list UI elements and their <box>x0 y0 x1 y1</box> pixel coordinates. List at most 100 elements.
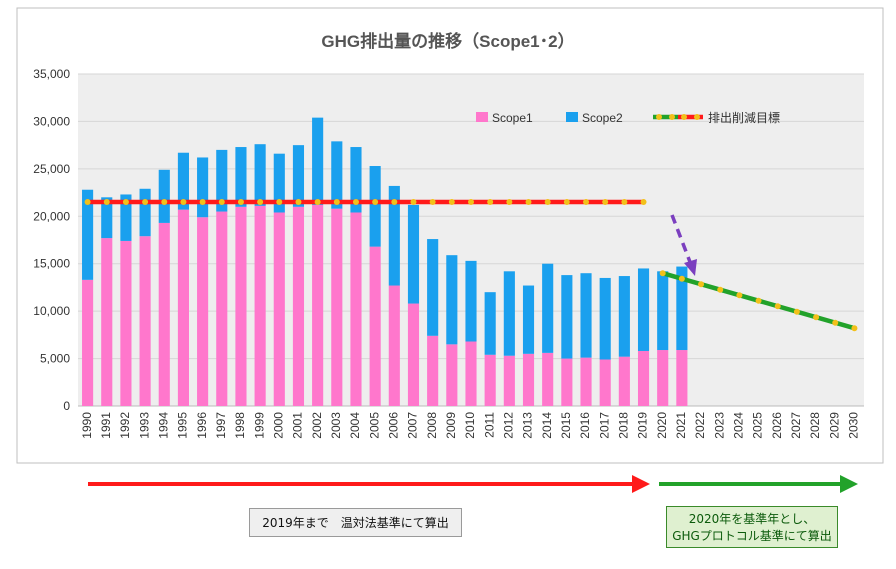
legend-label-scope1: Scope1 <box>492 111 533 125</box>
bar-scope2 <box>388 185 400 286</box>
bar-scope2 <box>273 153 285 213</box>
bar-scope2 <box>331 141 343 209</box>
bars <box>82 117 688 406</box>
bar-scope2 <box>235 147 247 207</box>
target-marker <box>103 199 110 206</box>
x-tick-label: 2022 <box>693 412 707 439</box>
x-tick-label: 2026 <box>770 412 784 439</box>
target-marker <box>84 199 91 206</box>
legend-marker <box>669 114 675 120</box>
note-after-2020: 2020年を基準年とし、 GHGプロトコル基準にて算出 <box>666 506 838 548</box>
x-tick-label: 2028 <box>808 412 822 439</box>
target-marker <box>276 199 283 206</box>
target-marker <box>352 199 359 206</box>
x-tick-label: 2020 <box>655 412 669 439</box>
target-marker <box>525 199 532 206</box>
bar-scope1 <box>312 204 324 406</box>
target-marker <box>122 199 129 206</box>
bar-scope2 <box>350 147 362 213</box>
target-marker <box>544 199 551 206</box>
y-axis-ticks: 0 5,000 10,000 15,000 20,000 25,000 30,000 35,0… <box>33 67 70 413</box>
x-tick-label: 2010 <box>463 412 477 439</box>
bar-scope1 <box>503 355 515 406</box>
x-tick-label: 1995 <box>176 412 190 439</box>
bar-scope1 <box>235 206 247 406</box>
legend-marker <box>681 114 687 120</box>
x-tick-label: 2007 <box>406 412 420 439</box>
x-tick-label: 2005 <box>367 412 381 439</box>
legend-swatch-scope1 <box>476 112 488 122</box>
bar-scope1 <box>465 341 477 406</box>
bar-scope2 <box>369 166 381 247</box>
x-tick-label: 1999 <box>252 412 266 439</box>
y-tick-label: 25,000 <box>33 162 70 176</box>
bar-scope1 <box>446 344 458 406</box>
chart-title: GHG排出量の推移（Scope1･2） <box>321 31 574 51</box>
bar-scope2 <box>407 204 420 304</box>
x-tick-label: 2030 <box>847 412 861 439</box>
bar-scope2 <box>312 117 324 205</box>
target-marker <box>755 297 762 304</box>
y-tick-label: 20,000 <box>33 209 70 223</box>
target-marker <box>372 199 379 206</box>
target-marker <box>429 199 436 206</box>
target-marker <box>333 199 340 206</box>
target-marker <box>314 199 321 206</box>
y-tick-label: 5,000 <box>40 352 70 366</box>
target-marker <box>563 199 570 206</box>
x-tick-label: 2025 <box>751 412 765 439</box>
target-lines <box>84 199 858 332</box>
bar-scope2 <box>139 188 151 237</box>
x-tick-label: 2009 <box>444 412 458 439</box>
bar-scope2 <box>522 285 535 354</box>
x-tick-label: 1997 <box>214 412 228 439</box>
bar-scope1 <box>580 357 592 406</box>
bar-scope2 <box>101 197 113 239</box>
x-tick-label: 2029 <box>827 412 841 439</box>
bar-scope1 <box>369 246 381 406</box>
target-marker <box>640 199 647 206</box>
bar-scope2 <box>561 275 573 359</box>
target-marker <box>832 319 839 326</box>
x-tick-label: 2016 <box>578 412 592 439</box>
bar-scope2 <box>292 145 305 207</box>
x-tick-label: 1994 <box>156 412 170 439</box>
target-marker <box>237 199 244 206</box>
bar-scope2 <box>657 271 669 351</box>
x-tick-label: 2024 <box>732 412 746 439</box>
target-marker <box>295 199 302 206</box>
bar-scope2 <box>580 273 592 358</box>
legend-swatch-scope2 <box>566 112 578 122</box>
target-marker <box>199 199 206 206</box>
transition-arrow <box>670 214 697 276</box>
bar-scope1 <box>158 222 170 406</box>
target-marker <box>583 199 590 206</box>
bar-scope1 <box>101 238 113 406</box>
bar-scope2 <box>446 255 458 345</box>
bar-scope1 <box>388 285 400 406</box>
bar-scope2 <box>465 260 477 342</box>
x-tick-label: 2014 <box>540 412 554 439</box>
target-marker <box>698 281 705 288</box>
bar-scope2 <box>503 271 515 356</box>
y-tick-label: 30,000 <box>33 114 70 128</box>
bar-scope1 <box>427 335 439 406</box>
target-marker <box>813 314 820 321</box>
bar-scope1 <box>177 209 189 406</box>
x-tick-label: 2002 <box>310 412 324 439</box>
bar-scope2 <box>599 277 611 360</box>
target-marker <box>218 199 225 206</box>
bar-scope2 <box>177 152 189 210</box>
bar-scope1 <box>522 353 535 406</box>
bar-scope2 <box>427 239 439 336</box>
note-after-line2: GHGプロトコル基準にて算出 <box>672 529 832 543</box>
period-arrow-before <box>88 475 650 493</box>
target-marker <box>851 325 858 332</box>
x-tick-label: 2011 <box>482 412 496 438</box>
bar-scope1 <box>542 352 554 406</box>
x-tick-label: 2023 <box>712 412 726 439</box>
x-tick-label: 1993 <box>137 412 151 439</box>
bar-scope1 <box>561 358 573 406</box>
bar-scope1 <box>637 350 650 406</box>
